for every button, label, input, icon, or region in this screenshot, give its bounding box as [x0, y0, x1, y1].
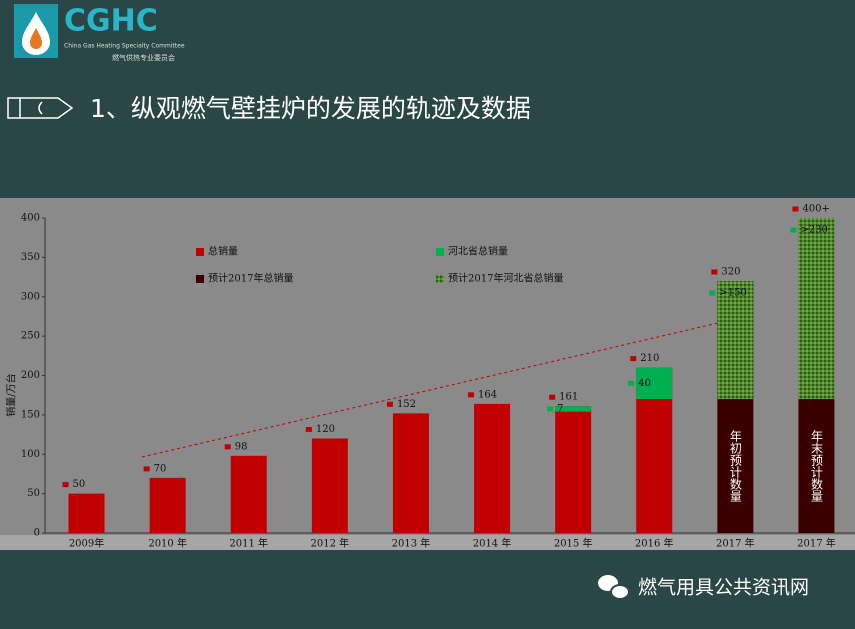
x-tick-label: 2010 年 — [148, 537, 187, 550]
hebei-label-marker — [790, 227, 797, 233]
legend-label: 预计2017年总销量 — [208, 272, 293, 285]
value-label: 164 — [478, 389, 497, 400]
y-tick-label: 350 — [21, 252, 40, 263]
value-label: 98 — [235, 441, 248, 452]
forecast-hebei-bar — [717, 281, 754, 400]
hebei-value-label: 7 — [557, 403, 563, 414]
value-label: 320 — [721, 267, 740, 278]
forecast-annotation: 年末预计数量 — [809, 430, 823, 502]
hebei-value-label: >230 — [800, 225, 827, 236]
bar — [149, 477, 186, 533]
bar — [311, 438, 348, 533]
hebei-label-marker — [628, 380, 635, 386]
value-label: 70 — [154, 463, 167, 474]
value-label-marker — [549, 394, 556, 400]
legend-label: 总销量 — [208, 245, 238, 258]
hebei-bar — [636, 367, 673, 400]
y-tick-label: 250 — [21, 331, 40, 342]
legend-label: 预计2017年河北省总销量 — [448, 272, 563, 285]
value-label: 152 — [397, 399, 416, 410]
value-label-marker — [305, 427, 312, 432]
y-tick-label: 150 — [21, 409, 40, 420]
x-tick-label: 2016 年 — [635, 537, 674, 550]
bar — [230, 455, 267, 533]
hebei-value-label: >150 — [719, 288, 746, 299]
y-tick-label: 50 — [27, 488, 40, 499]
value-label-marker — [224, 444, 231, 450]
bar — [392, 413, 429, 533]
forecast-annotation: 年初预计数量 — [728, 430, 742, 502]
y-axis-label: 销量/万台 — [5, 373, 18, 416]
value-label-marker — [711, 269, 718, 275]
forecast-hebei-bar — [798, 218, 835, 400]
pencil-icon — [7, 97, 74, 119]
bar — [555, 406, 592, 533]
logo-subtitle: China Gas Heating Specialty Committee — [64, 43, 185, 50]
value-label-marker — [468, 392, 475, 398]
y-tick-label: 300 — [21, 291, 40, 302]
value-label-marker — [386, 401, 393, 407]
bar — [474, 403, 511, 533]
footer-text: 燃气用具公共资讯网 — [638, 577, 809, 599]
legend-label: 河北省总销量 — [448, 245, 508, 258]
hebei-label-marker — [547, 406, 554, 412]
value-label: 120 — [316, 424, 335, 435]
x-tick-label: 2011 年 — [229, 537, 268, 550]
x-tick-label: 2017 年 — [797, 537, 836, 550]
value-label: 210 — [640, 353, 659, 364]
y-tick-label: 200 — [21, 370, 40, 381]
bar — [68, 493, 105, 533]
value-label: 400+ — [802, 204, 829, 215]
x-tick-label: 2014 年 — [473, 537, 512, 550]
value-label: 161 — [559, 392, 578, 403]
logo-text: CGHC — [64, 4, 158, 39]
slide-title: 1、纵观燃气壁挂炉的发展的轨迹及数据 — [90, 94, 531, 123]
value-label-marker — [630, 356, 637, 362]
footer-icon — [598, 575, 630, 600]
logo-flame — [30, 28, 42, 49]
y-tick-label: 100 — [21, 449, 40, 460]
logo-cn: 燃气供热专业委员会 — [112, 53, 175, 62]
x-tick-label: 2009年 — [69, 537, 104, 550]
trend-line — [141, 322, 719, 458]
y-tick-label: 400 — [21, 213, 40, 224]
x-tick-label: 2013 年 — [392, 537, 431, 550]
hebei-value-label: 40 — [638, 378, 651, 389]
legend-swatch — [196, 248, 204, 256]
x-tick-label: 2012 年 — [311, 537, 350, 550]
value-label-marker — [62, 482, 69, 488]
value-label-marker — [792, 206, 799, 212]
hebei-label-marker — [709, 290, 716, 296]
legend-swatch — [196, 275, 204, 283]
y-tick-label: 0 — [34, 528, 40, 539]
hebei-bar — [555, 406, 592, 412]
legend-swatch — [436, 275, 444, 283]
x-tick-label: 2017 年 — [716, 537, 755, 550]
value-label-marker — [143, 466, 150, 472]
value-label: 50 — [73, 479, 86, 490]
x-axis-band — [0, 535, 855, 550]
legend-swatch — [436, 248, 444, 256]
x-tick-label: 2015 年 — [554, 537, 593, 550]
